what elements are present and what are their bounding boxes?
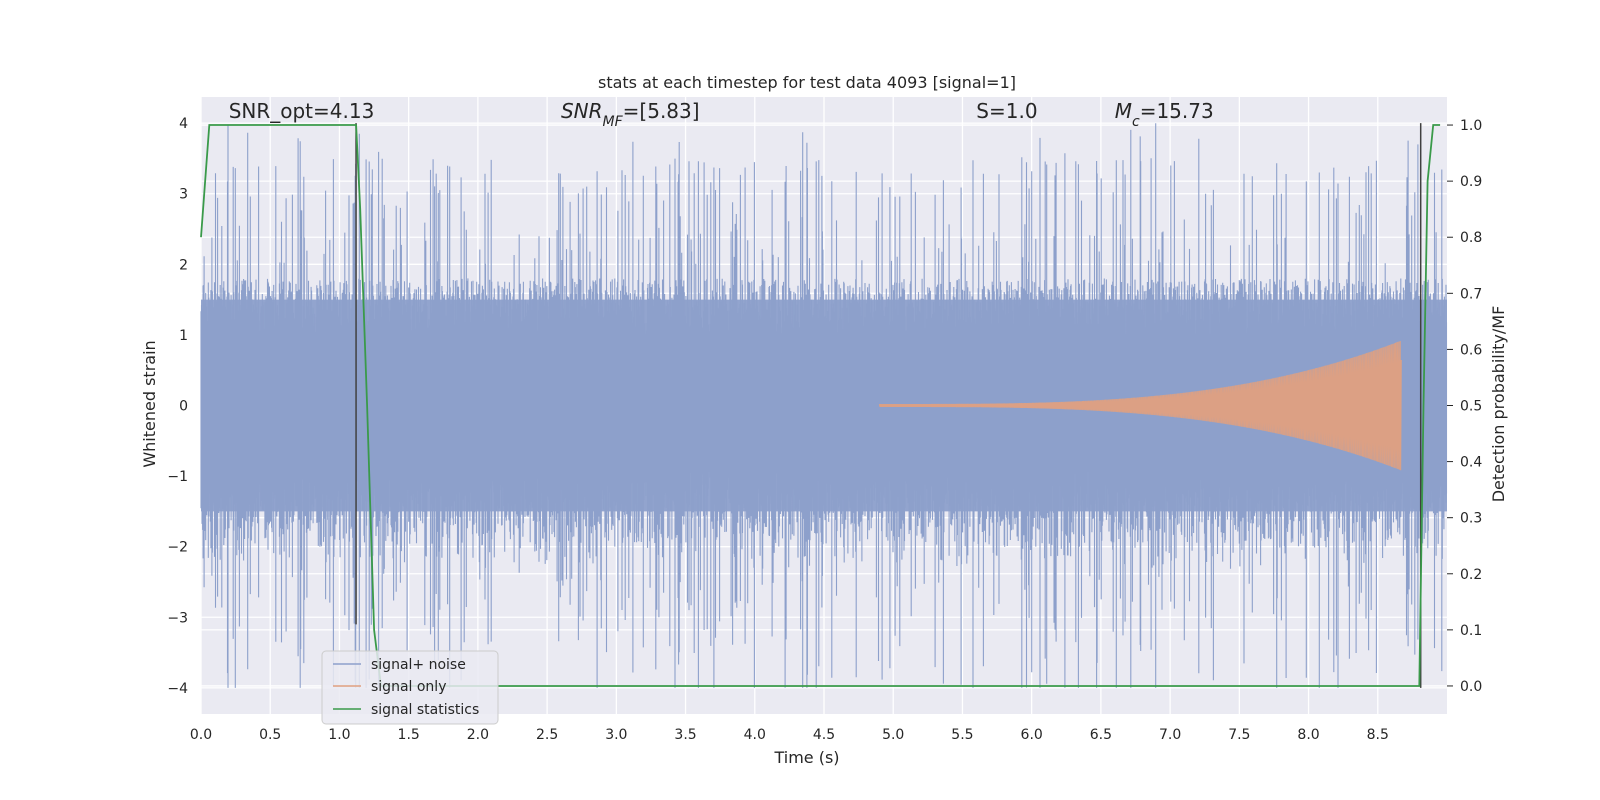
x-tick-label: 1.0 bbox=[328, 727, 350, 743]
annotation-0: SNR_opt=4.13 bbox=[229, 99, 375, 123]
y-axis-label: Whitened strain bbox=[140, 340, 159, 467]
y2-axis-ticks: 1.0 0.9 0.8 0.7 0.6 0.5 0.4 0.3 0.2 0.1 0.0 bbox=[1447, 118, 1482, 695]
legend-entry-noise: signal+ noise bbox=[371, 657, 466, 673]
x-axis-ticks: 0.0 0.5 1.0 1.5 2.0 2.5 3.0 3.5 4.0 4.5 5.0 5.5 6.0 6… bbox=[190, 727, 1389, 743]
x-tick-label: 0.0 bbox=[190, 727, 212, 743]
y-tick-label: −1 bbox=[167, 469, 188, 485]
y-tick-label: 0 bbox=[179, 399, 188, 415]
y-tick-label: −4 bbox=[167, 681, 188, 697]
x-tick-label: 7.0 bbox=[1159, 727, 1181, 743]
legend: signal+ noise signal only signal statist… bbox=[321, 650, 499, 725]
y2-tick-label: 0.7 bbox=[1460, 286, 1482, 302]
x-axis-label: Time (s) bbox=[773, 748, 839, 767]
annotation-1: SNRMF=[5.83] bbox=[561, 99, 700, 130]
y2-tick-label: 1.0 bbox=[1460, 118, 1482, 134]
annotation-2: S=1.0 bbox=[976, 99, 1037, 123]
y-tick-label: 4 bbox=[179, 116, 188, 132]
signal-statistics-series bbox=[200, 124, 1441, 687]
x-tick-label: 8.0 bbox=[1297, 727, 1319, 743]
x-tick-label: 5.5 bbox=[951, 727, 973, 743]
signal-only-series bbox=[878, 340, 1402, 471]
signal-chirp bbox=[878, 340, 1402, 471]
annotations: SNR_opt=4.13 SNRMF=[5.83] S=1.0 Mc=15.73 bbox=[229, 99, 1214, 130]
statistics-line bbox=[200, 124, 1441, 687]
x-tick-label: 5.0 bbox=[882, 727, 904, 743]
y2-tick-label: 0.3 bbox=[1460, 511, 1482, 527]
y2-tick-label: 0.4 bbox=[1460, 455, 1482, 471]
x-tick-label: 3.5 bbox=[674, 727, 696, 743]
y-tick-label: 2 bbox=[179, 257, 188, 273]
x-tick-label: 7.5 bbox=[1228, 727, 1250, 743]
x-tick-label: 8.5 bbox=[1367, 727, 1389, 743]
y-tick-label: −3 bbox=[167, 610, 188, 626]
x-tick-label: 6.5 bbox=[1090, 727, 1112, 743]
x-tick-label: 4.0 bbox=[744, 727, 766, 743]
legend-entry-statistics: signal statistics bbox=[371, 702, 479, 718]
chart-title: stats at each timestep for test data 409… bbox=[598, 73, 1016, 92]
x-tick-label: 3.0 bbox=[605, 727, 627, 743]
y-tick-label: 1 bbox=[179, 328, 188, 344]
y2-tick-label: 0.1 bbox=[1460, 623, 1482, 639]
y2-axis-label: Detection probability/MF bbox=[1489, 306, 1508, 503]
x-tick-label: 1.5 bbox=[398, 727, 420, 743]
legend-box bbox=[321, 650, 499, 725]
y-tick-label: −2 bbox=[167, 540, 188, 556]
y2-tick-label: 0.2 bbox=[1460, 567, 1482, 583]
x-tick-label: 4.5 bbox=[813, 727, 835, 743]
y-axis-ticks: 4 3 2 1 0 −1 −2 −3 −4 bbox=[167, 116, 188, 697]
x-tick-label: 2.5 bbox=[536, 727, 558, 743]
x-tick-label: 2.0 bbox=[467, 727, 489, 743]
y2-tick-label: 0.9 bbox=[1460, 174, 1482, 190]
legend-entry-signal: signal only bbox=[371, 679, 446, 695]
y2-tick-label: 0.8 bbox=[1460, 230, 1482, 246]
y-tick-label: 3 bbox=[179, 187, 188, 203]
y2-tick-label: 0.6 bbox=[1460, 342, 1482, 358]
x-tick-label: 0.5 bbox=[259, 727, 281, 743]
x-tick-label: 6.0 bbox=[1021, 727, 1043, 743]
y2-tick-label: 0.0 bbox=[1460, 679, 1482, 695]
y2-tick-label: 0.5 bbox=[1460, 399, 1482, 415]
annotation-3: Mc=15.73 bbox=[1115, 99, 1214, 130]
